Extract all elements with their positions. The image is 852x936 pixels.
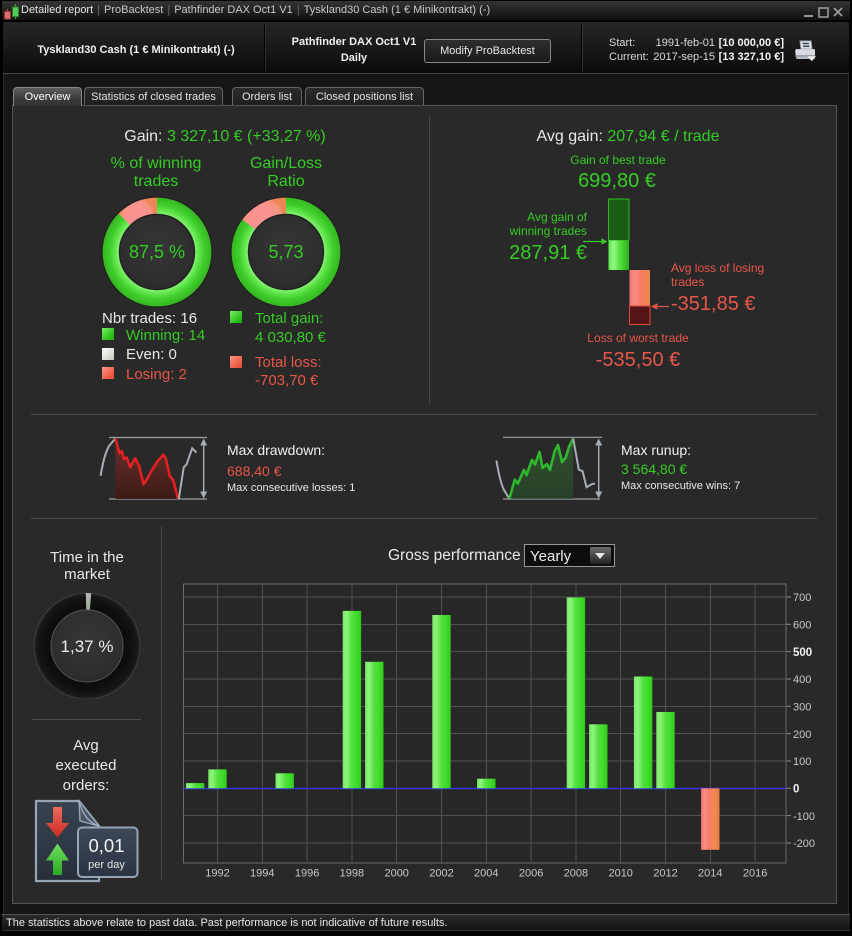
svg-text:2010: 2010	[608, 868, 632, 880]
svg-text:700: 700	[793, 592, 811, 604]
svg-text:400: 400	[793, 674, 811, 686]
svg-text:1996: 1996	[295, 868, 319, 880]
svg-text:87,5 %: 87,5 %	[129, 242, 185, 262]
svg-text:1992: 1992	[205, 868, 229, 880]
svg-text:0: 0	[793, 784, 799, 796]
svg-text:0,01: 0,01	[88, 835, 124, 856]
svg-text:2002: 2002	[429, 868, 453, 880]
svg-text:1,37 %: 1,37 %	[61, 637, 114, 656]
svg-text:600: 600	[793, 620, 811, 632]
svg-text:per day: per day	[88, 859, 125, 871]
svg-text:500: 500	[793, 647, 812, 659]
svg-text:200: 200	[793, 729, 811, 741]
svg-text:2004: 2004	[474, 868, 498, 880]
svg-text:300: 300	[793, 702, 811, 714]
svg-text:2006: 2006	[519, 868, 543, 880]
svg-text:-100: -100	[793, 811, 815, 823]
svg-text:1994: 1994	[250, 868, 274, 880]
svg-text:2012: 2012	[653, 868, 677, 880]
svg-text:2014: 2014	[698, 868, 722, 880]
svg-text:1998: 1998	[340, 868, 364, 880]
svg-text:5,73: 5,73	[268, 242, 303, 262]
svg-text:-200: -200	[793, 838, 815, 850]
svg-text:2008: 2008	[564, 868, 588, 880]
svg-text:100: 100	[793, 756, 811, 768]
svg-text:2016: 2016	[743, 868, 767, 880]
svg-text:2000: 2000	[384, 868, 408, 880]
